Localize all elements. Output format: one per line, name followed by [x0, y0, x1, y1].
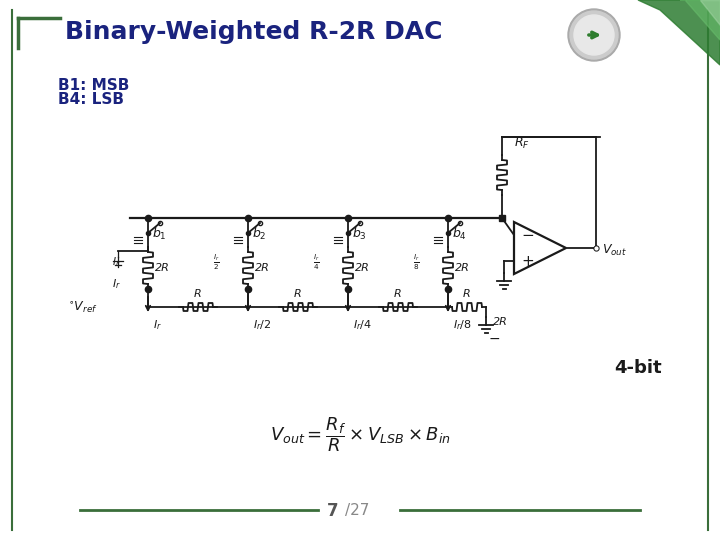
Polygon shape: [680, 0, 720, 40]
Circle shape: [574, 15, 614, 55]
Text: $\frac{I_r}{8}$: $\frac{I_r}{8}$: [413, 252, 420, 272]
Text: $b_4$: $b_4$: [452, 226, 467, 242]
Polygon shape: [700, 0, 720, 25]
Text: B1: MSB: B1: MSB: [58, 78, 130, 92]
Text: −: −: [521, 227, 534, 242]
Text: R: R: [463, 289, 471, 299]
Text: R: R: [194, 289, 202, 299]
Text: $R_F$: $R_F$: [514, 136, 530, 151]
Text: −: −: [489, 332, 500, 346]
Text: $V_{out}$: $V_{out}$: [602, 242, 627, 258]
Text: R: R: [394, 289, 402, 299]
Text: 2R: 2R: [355, 263, 370, 273]
Text: Binary-Weighted R-2R DAC: Binary-Weighted R-2R DAC: [65, 20, 443, 44]
Text: $I_r$: $I_r$: [112, 277, 121, 291]
Text: $I_r/8$: $I_r/8$: [453, 318, 472, 332]
Text: $b_1$: $b_1$: [152, 226, 166, 242]
Text: B4: LSB: B4: LSB: [58, 92, 124, 107]
Text: $I_r$: $I_r$: [153, 318, 162, 332]
Text: R: R: [294, 289, 302, 299]
Text: $I_r$: $I_r$: [112, 255, 120, 269]
Text: 2R: 2R: [255, 263, 270, 273]
Text: $\frac{I_r}{4}$: $\frac{I_r}{4}$: [313, 252, 320, 272]
Text: $I_r/2$: $I_r/2$: [253, 318, 271, 332]
Text: $V_{out} = \dfrac{R_f}{R} \times V_{LSB} \times B_{in}$: $V_{out} = \dfrac{R_f}{R} \times V_{LSB}…: [269, 416, 451, 454]
Text: ${}^{\circ}V_{ref}$: ${}^{\circ}V_{ref}$: [68, 299, 98, 315]
Circle shape: [570, 11, 618, 59]
Text: $b_3$: $b_3$: [352, 226, 366, 242]
Text: $I_r/4$: $I_r/4$: [353, 318, 372, 332]
Text: 4-bit: 4-bit: [614, 359, 662, 377]
Text: /27: /27: [345, 503, 369, 518]
Polygon shape: [638, 0, 720, 65]
Text: 2R: 2R: [155, 263, 170, 273]
Text: +: +: [521, 253, 534, 268]
Text: $\frac{I_r}{2}$: $\frac{I_r}{2}$: [213, 252, 220, 272]
Text: 2R: 2R: [493, 317, 508, 327]
Text: 7: 7: [326, 502, 338, 520]
Text: $b_2$: $b_2$: [252, 226, 266, 242]
Text: 2R: 2R: [455, 263, 470, 273]
Circle shape: [568, 9, 620, 61]
Polygon shape: [514, 222, 566, 274]
